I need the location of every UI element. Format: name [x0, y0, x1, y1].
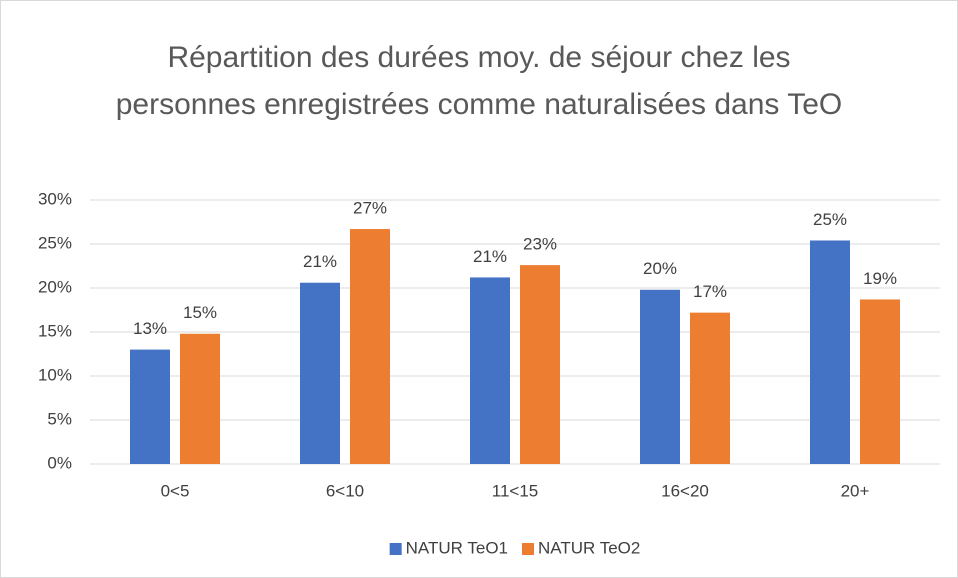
y-tick-label: 20% — [38, 277, 72, 296]
data-label: 17% — [693, 282, 727, 301]
chart-title: Répartition des durées moy. de séjour ch… — [115, 41, 843, 121]
legend-swatch — [522, 543, 534, 555]
bar — [860, 299, 900, 464]
x-tick-label: 0<5 — [161, 481, 190, 500]
x-tick-label: 6<10 — [326, 481, 364, 500]
legend-swatch — [389, 543, 402, 555]
y-tick-label: 5% — [47, 409, 72, 428]
data-label: 25% — [813, 210, 847, 229]
legend-label: NATUR TeO1 — [406, 538, 508, 557]
x-tick-label: 20+ — [841, 481, 870, 500]
data-label: 21% — [473, 247, 507, 266]
y-tick-label: 15% — [38, 321, 72, 340]
data-label: 23% — [523, 235, 557, 254]
data-label: 21% — [303, 252, 337, 271]
bar — [300, 282, 340, 464]
data-label: 15% — [183, 303, 217, 322]
data-label: 13% — [133, 319, 167, 338]
bar — [350, 229, 390, 464]
data-label: 27% — [353, 199, 387, 218]
y-tick-label: 10% — [38, 365, 72, 384]
bar — [810, 240, 850, 464]
data-label: 19% — [863, 269, 897, 288]
bar — [690, 312, 730, 464]
bar — [520, 265, 560, 464]
data-label: 20% — [643, 259, 677, 278]
x-tick-label: 16<20 — [661, 481, 709, 500]
legend-label: NATUR TeO2 — [538, 538, 640, 557]
y-tick-label: 30% — [38, 189, 72, 208]
bar — [640, 289, 680, 464]
x-tick-label: 11<15 — [492, 481, 538, 500]
y-tick-label: 25% — [38, 233, 72, 252]
y-tick-label: 0% — [47, 453, 72, 472]
bar — [470, 277, 510, 464]
bar — [180, 333, 220, 464]
bar — [130, 349, 170, 464]
